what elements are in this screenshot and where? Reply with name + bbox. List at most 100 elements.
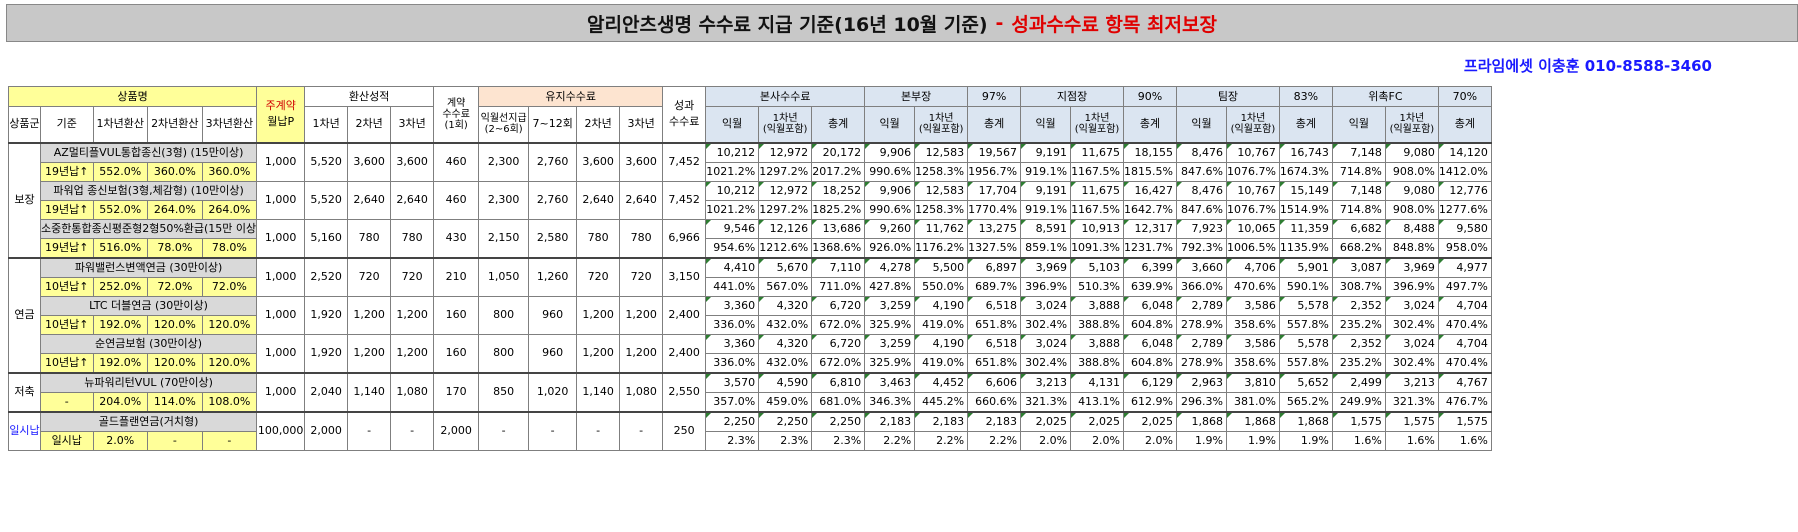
tier-amount: 3,024 bbox=[1020, 333, 1072, 354]
tier-percent: 1176.2% bbox=[914, 237, 969, 258]
title-highlight: 성과수수료 항목 최저보장 bbox=[1011, 13, 1217, 36]
product-name: 소중한통합종신평준형2형50%환급(15만 이상 bbox=[39, 218, 258, 239]
tier-amount: 6,606 bbox=[967, 371, 1022, 393]
value-y3: 2,640 bbox=[390, 180, 435, 220]
tier-percent: 358.6% bbox=[1225, 352, 1280, 373]
tier-amount: 1,575 bbox=[1384, 410, 1439, 432]
conv1: 192.0% bbox=[92, 314, 149, 335]
tier-amount: 2,025 bbox=[1020, 410, 1072, 432]
tier-percent: 604.8% bbox=[1123, 314, 1177, 335]
value-m_next: 2,300 bbox=[478, 180, 530, 220]
tier-percent: 958.0% bbox=[1437, 237, 1492, 258]
value-contract: 160 bbox=[433, 295, 480, 335]
value-y3: 1,200 bbox=[390, 333, 435, 373]
value-perf: 2,400 bbox=[662, 333, 707, 373]
header-tier-pct-4: 70% bbox=[1437, 86, 1492, 107]
tier-percent: 1825.2% bbox=[811, 199, 866, 220]
tier-amount: 6,129 bbox=[1123, 371, 1177, 393]
table-row: 소중한통합종신평준형2형50%환급(15만 이상 1,000 5,160 780 780… bbox=[9, 218, 1492, 258]
value-y1: 2,000 bbox=[304, 410, 349, 451]
tier-percent: 459.0% bbox=[758, 391, 813, 412]
tier-amount: 16,427 bbox=[1123, 180, 1177, 201]
header-m_next: 익월선지급 (2~6회) bbox=[478, 106, 530, 143]
tier-amount: 14,120 bbox=[1437, 141, 1492, 163]
tier-percent: 321.3% bbox=[1384, 391, 1439, 412]
tier-percent: 432.0% bbox=[758, 314, 813, 335]
value-m_7_12: 960 bbox=[528, 333, 578, 373]
table-row: LTC 더블연금 (30만이상) 1,000 1,920 1,200 1,200 160 8… bbox=[9, 295, 1492, 335]
header-y3: 3차년 bbox=[390, 106, 435, 143]
tier-percent: 235.2% bbox=[1331, 314, 1386, 335]
table-row: 19년납↑ 552.0% 360.0% 360.0% 1021.2% 1297.2% 201… bbox=[9, 161, 1492, 182]
tier-percent: 1021.2% bbox=[705, 199, 760, 220]
tier-percent: 302.4% bbox=[1384, 314, 1439, 335]
value-m_y3: 1,080 bbox=[619, 371, 664, 412]
conv3: - bbox=[201, 430, 258, 451]
value-contract: 460 bbox=[433, 180, 480, 220]
tier-amount: 17,704 bbox=[967, 180, 1022, 201]
tier-percent: 336.0% bbox=[705, 352, 760, 373]
tier-percent: 639.9% bbox=[1123, 276, 1177, 297]
conv2: 264.0% bbox=[147, 199, 203, 220]
value-y1: 2,040 bbox=[304, 371, 349, 412]
tier-percent: 2.3% bbox=[758, 430, 813, 451]
conv3: 120.0% bbox=[201, 352, 258, 373]
tier-amount: 7,148 bbox=[1331, 141, 1386, 163]
value-y1: 1,920 bbox=[304, 333, 349, 373]
tier-percent: 1.9% bbox=[1175, 430, 1227, 451]
tier-amount: 2,789 bbox=[1175, 333, 1227, 354]
table-row: 19년납↑ 552.0% 264.0% 264.0% 1021.2% 1297.2% 182… bbox=[9, 199, 1492, 220]
tier-percent: 567.0% bbox=[758, 276, 813, 297]
tier-percent: 590.1% bbox=[1278, 276, 1333, 297]
conv3: 108.0% bbox=[201, 391, 258, 412]
table-row: 순연금보험 (30만이상) 1,000 1,920 1,200 1,200 160 800 9… bbox=[9, 333, 1492, 373]
tier-percent: 1.9% bbox=[1225, 430, 1280, 451]
tier-percent: 990.6% bbox=[864, 199, 916, 220]
product-name: 뉴파워리턴VUL (70만이상) bbox=[39, 371, 258, 393]
conv2: 114.0% bbox=[147, 391, 203, 412]
tier-amount: 4,410 bbox=[705, 256, 760, 278]
tier-amount: 8,488 bbox=[1384, 218, 1439, 239]
tier-percent: 1327.5% bbox=[967, 237, 1022, 258]
tier-percent: 1815.5% bbox=[1123, 161, 1177, 182]
tier-amount: 5,578 bbox=[1278, 295, 1333, 316]
tier-percent: 1674.3% bbox=[1278, 161, 1333, 182]
tier-amount: 9,546 bbox=[705, 218, 760, 239]
tier-amount: 18,155 bbox=[1123, 141, 1177, 163]
tier-percent: 302.4% bbox=[1020, 314, 1072, 335]
tier-percent: 321.3% bbox=[1020, 391, 1072, 412]
tier-amount: 12,583 bbox=[914, 141, 969, 163]
tier-amount: 4,190 bbox=[914, 333, 969, 354]
tier-amount: 3,024 bbox=[1020, 295, 1072, 316]
value-perf: 7,452 bbox=[662, 180, 707, 220]
value-m_y2: 3,600 bbox=[576, 141, 621, 182]
criteria: 19년납↑ bbox=[40, 199, 94, 220]
tier-percent: 278.9% bbox=[1175, 352, 1227, 373]
tier-percent: 1212.6% bbox=[758, 237, 813, 258]
tier-percent: 2.0% bbox=[1070, 430, 1125, 451]
tier-amount: 4,977 bbox=[1437, 256, 1492, 278]
tier-amount: 12,126 bbox=[758, 218, 813, 239]
conv1: 252.0% bbox=[92, 276, 149, 297]
tier-amount: 3,259 bbox=[864, 333, 916, 354]
contact-info: 프라임에셋 이충훈 010-8588-3460 bbox=[1463, 57, 1712, 75]
value-contract: 460 bbox=[433, 141, 480, 182]
value-m_y2: 2,640 bbox=[576, 180, 621, 220]
title-main: 알리안츠생명 수수료 지급 기준(16년 10월 기준) bbox=[587, 13, 988, 36]
tier-amount: 4,190 bbox=[914, 295, 969, 316]
tier-amount: 6,048 bbox=[1123, 333, 1177, 354]
tier-amount: 2,352 bbox=[1331, 295, 1386, 316]
header-conv2: 2차년환산 bbox=[147, 106, 203, 143]
tier-amount: 10,913 bbox=[1070, 218, 1125, 239]
conv3: 264.0% bbox=[201, 199, 258, 220]
commission-table: 상품명 주계약 월납P 환산성적 계약 수수료 (1회) 유지수수료 성과 수수료 본사수수료 본부장… bbox=[7, 86, 1492, 451]
tier-percent: 358.6% bbox=[1225, 314, 1280, 335]
tier-amount: 7,923 bbox=[1175, 218, 1227, 239]
tier-percent: 308.7% bbox=[1331, 276, 1386, 297]
conv1: 552.0% bbox=[92, 161, 149, 182]
tier-percent: 249.9% bbox=[1331, 391, 1386, 412]
tier-percent: 672.0% bbox=[811, 352, 866, 373]
tier-percent: 550.0% bbox=[914, 276, 969, 297]
header-criteria: 기준 bbox=[40, 106, 94, 143]
value-y1: 5,520 bbox=[304, 180, 349, 220]
